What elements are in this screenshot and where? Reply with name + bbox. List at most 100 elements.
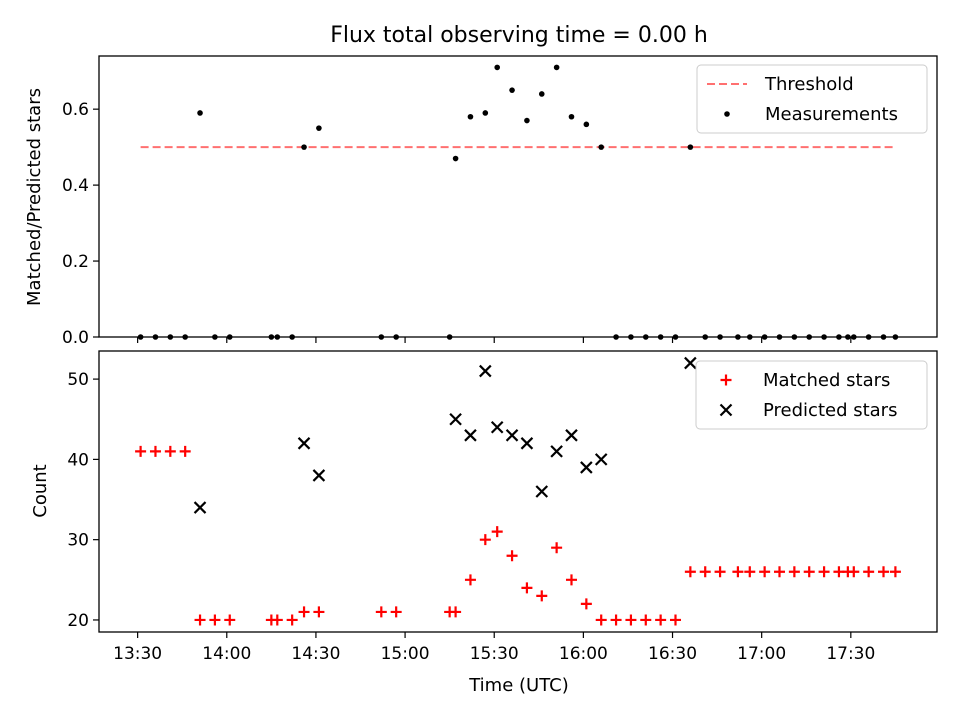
top-y-axis-label: Matched/Predicted stars <box>24 88 45 306</box>
matched-star-point <box>684 566 696 578</box>
predicted-star-point <box>312 469 326 482</box>
matched-star-point <box>759 566 771 578</box>
y-tick-label: 30 <box>67 531 89 551</box>
measurement-point <box>301 144 307 150</box>
predicted-star-point <box>535 485 549 498</box>
measurement-point <box>892 334 899 340</box>
measurement-point <box>642 334 649 340</box>
x-tick-label: 15:30 <box>470 644 519 664</box>
predicted-star-point <box>490 420 504 434</box>
measurement-point <box>553 64 560 71</box>
measurement-point <box>865 334 872 340</box>
predicted-star-point <box>464 429 477 442</box>
y-tick-label: 50 <box>67 370 89 390</box>
matched-star-point <box>669 614 681 626</box>
matched-star-point <box>788 566 800 578</box>
matched-star-point <box>889 566 901 578</box>
measurement-point <box>717 334 723 340</box>
measurement-point <box>524 117 530 124</box>
measurement-point <box>672 334 679 340</box>
x-tick-label: 15:00 <box>381 644 430 664</box>
matched-star-point <box>818 566 830 578</box>
top-marks <box>137 64 899 340</box>
top-y-ticks: 0.0 0.2 0.4 0.6 <box>62 100 99 348</box>
measurement-point <box>628 334 634 340</box>
matched-star-point <box>521 582 533 594</box>
matched-star-point <box>610 614 622 626</box>
measurement-point <box>446 334 453 340</box>
y-tick-label: 0.0 <box>62 328 89 348</box>
x-tick-label: 16:30 <box>648 644 697 664</box>
measurement-point <box>452 155 459 162</box>
predicted-star-point <box>684 356 697 370</box>
matched-star-point <box>774 566 786 578</box>
y-tick-label: 0.2 <box>62 252 89 272</box>
measurement-point <box>806 334 813 340</box>
matched-star-point <box>149 445 161 457</box>
matched-star-point <box>714 566 726 578</box>
matched-star-point <box>450 606 462 618</box>
measurement-point <box>568 113 575 120</box>
predicted-star-point <box>449 412 462 426</box>
legend-predicted-label: Predicted stars <box>763 400 897 421</box>
measurement-point <box>197 110 203 116</box>
measurement-point <box>268 334 275 340</box>
matched-star-point <box>732 566 744 578</box>
x-tick-label: 14:00 <box>202 644 251 664</box>
top-legend-frame <box>696 64 928 134</box>
matched-star-point <box>551 542 563 554</box>
legend-measurements-label: Measurements <box>765 104 898 125</box>
measurement-point <box>378 334 385 340</box>
measurement-point <box>746 334 753 340</box>
bottom-y-ticks: 20 30 40 50 <box>67 370 99 631</box>
predicted-star-point <box>193 501 207 514</box>
matched-star-point <box>580 598 592 610</box>
measurement-point <box>316 125 322 131</box>
matched-star-point <box>209 614 221 626</box>
measurement-point <box>850 334 857 340</box>
x-tick-label: 13:30 <box>113 644 162 664</box>
bottom-legend: Matched stars Predicted stars <box>695 360 928 430</box>
matched-star-point <box>298 606 310 618</box>
bottom-legend-frame <box>695 360 928 430</box>
measurement-point <box>182 334 188 340</box>
matched-star-point <box>375 606 387 618</box>
predicted-star-point <box>594 453 608 466</box>
matched-star-point <box>491 526 503 538</box>
x-tick-label: 17:00 <box>737 644 786 664</box>
matched-star-point <box>135 445 147 457</box>
matched-star-point <box>479 534 491 546</box>
measurement-point <box>761 334 768 340</box>
matched-star-point <box>640 614 652 626</box>
measurement-point <box>289 334 295 340</box>
measurement-point <box>880 334 887 340</box>
measurement-point <box>482 110 489 116</box>
measurement-point <box>538 91 545 97</box>
measurement-point <box>509 87 515 93</box>
bottom-x-axis-label: Time (UTC) <box>468 675 569 696</box>
y-tick-label: 0.6 <box>62 100 89 120</box>
measurement-point <box>598 144 605 150</box>
predicted-star-point <box>505 429 519 442</box>
matched-star-point <box>464 574 476 586</box>
matched-star-point <box>565 574 577 586</box>
measurement-point <box>583 121 590 128</box>
matched-star-point <box>848 566 860 578</box>
bottom-x-ticks: 13:30 14:00 14:30 15:00 15:30 16:00 16:30 17:00… <box>113 632 875 664</box>
measurement-point <box>845 334 851 340</box>
top-panel: 0.0 0.2 0.4 0.6 Matched/Predicted stars Thr… <box>24 55 938 348</box>
measurement-point <box>687 144 694 150</box>
measurement-point <box>836 334 842 340</box>
measurement-point <box>274 334 281 340</box>
predicted-star-point <box>550 445 563 458</box>
measurement-point <box>226 334 233 340</box>
legend-matched-label: Matched stars <box>763 370 890 391</box>
measurement-point <box>791 334 798 340</box>
top-legend: Threshold Measurements <box>696 64 928 134</box>
y-tick-label: 20 <box>67 611 89 631</box>
matched-star-point <box>286 614 298 626</box>
matched-star-point <box>536 590 548 602</box>
x-tick-label: 17:30 <box>826 644 875 664</box>
